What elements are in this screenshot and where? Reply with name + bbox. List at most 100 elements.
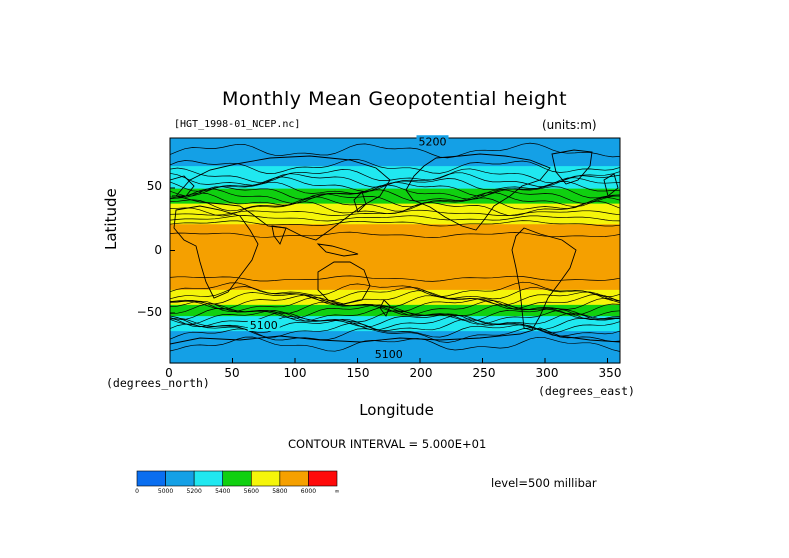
height-band-strip [170, 271, 620, 274]
height-band-strip [170, 205, 620, 208]
height-band-strip [170, 243, 620, 246]
x-tick-label: 150 [346, 366, 370, 380]
height-band-strip [170, 346, 620, 349]
contour-line [169, 209, 621, 216]
height-band-strip [170, 139, 620, 143]
colorbar-swatch [136, 470, 166, 487]
height-band-strip [170, 334, 620, 338]
height-band-strip [170, 244, 620, 248]
height-band-strip [170, 325, 620, 328]
height-band-strip [170, 299, 620, 302]
contour-line [169, 275, 621, 282]
height-band-strip [170, 319, 620, 323]
y-tick-label: 0 [154, 243, 162, 257]
height-band-strip [170, 282, 620, 285]
height-band-strip [170, 265, 620, 268]
height-band-strip [170, 218, 620, 222]
height-band-strip [170, 274, 620, 278]
colorbar-swatch [250, 470, 281, 487]
height-band-strip [170, 269, 620, 272]
height-band-strip [170, 293, 620, 297]
coastline-north-america [405, 153, 551, 231]
colorbar-swatch [222, 470, 252, 487]
height-band-strip [170, 289, 620, 293]
contour-line [169, 290, 621, 306]
height-band-strip [170, 303, 620, 306]
x-tick-label: 200 [409, 366, 433, 380]
chart-title: Monthly Mean Geopotential height [221, 88, 568, 110]
height-band-strip [170, 276, 620, 280]
height-band-strip [170, 213, 620, 216]
contour-line [169, 311, 621, 328]
contour-line [169, 184, 621, 200]
height-band-strip [170, 297, 620, 300]
y-axis-unit-label: (degrees_north) [106, 376, 210, 390]
contour-line [169, 309, 620, 325]
height-band-strip [170, 254, 620, 257]
height-band-strip [170, 291, 620, 295]
height-band-strip [170, 318, 620, 321]
height-band-strip [170, 177, 620, 180]
height-band-strip [170, 259, 620, 263]
contour-line [169, 142, 621, 159]
height-band-strip [170, 327, 620, 330]
height-band-strip [170, 160, 620, 163]
height-band-strip [170, 261, 620, 265]
height-band-strip [170, 361, 620, 364]
contour-line [169, 181, 621, 197]
height-band-strip [170, 258, 620, 261]
height-band-strip [170, 173, 620, 177]
height-band-strip [170, 169, 620, 173]
height-band-strip [170, 280, 620, 283]
contour-line [169, 281, 621, 298]
height-band-strip [170, 194, 620, 197]
height-band-strip [170, 175, 620, 178]
contour-line [169, 191, 621, 208]
contour-line [169, 167, 621, 184]
colorbar-tick-label: 5600 [244, 488, 259, 495]
contour-line [169, 231, 621, 238]
contour-line [169, 286, 621, 302]
colorbar-swatch [308, 470, 338, 487]
height-band-strip [170, 216, 620, 220]
contour-line [169, 188, 621, 204]
x-axis-label: Longitude [359, 401, 434, 419]
height-band-strip [170, 207, 620, 210]
height-band-strip [170, 162, 620, 165]
height-band-strip [170, 250, 620, 253]
height-band-strip [170, 342, 620, 345]
coastline-eurasia [175, 155, 391, 241]
contour-line [169, 196, 621, 212]
coastline-new-zealand [379, 299, 391, 317]
height-band-strip [170, 203, 620, 207]
coastline-greenland [551, 149, 593, 185]
plot-frame [169, 137, 621, 364]
colorbar-tick-label: ∞ [335, 488, 340, 495]
height-band-strip [170, 141, 620, 145]
contour-value-labels: 5200 5100 5100 [247, 135, 449, 361]
contour-label-background [416, 135, 449, 148]
height-band-strip [170, 156, 620, 160]
height-band-strip [170, 164, 620, 167]
height-band-strip [170, 252, 620, 255]
height-band-strip [170, 171, 620, 175]
coastline-africa [173, 205, 259, 299]
height-band-strip [170, 314, 620, 317]
units-label: (units:m) [542, 118, 597, 132]
height-band-strip [170, 209, 620, 212]
height-band-strip [170, 201, 620, 205]
height-band-strip [170, 186, 620, 190]
height-band-strip [170, 220, 620, 223]
height-band-strip [170, 239, 620, 242]
contour-line [169, 215, 621, 222]
contour-value-label: 5200 [419, 135, 447, 148]
coastline-australia [317, 261, 371, 305]
x-tick-label: 50 [224, 366, 240, 380]
height-band-strip [170, 229, 620, 233]
contour-label-background [372, 347, 405, 360]
contour-line [169, 158, 621, 174]
height-band-strip [170, 188, 620, 192]
coastline-antarctica [169, 327, 621, 345]
coastline-europe-edge [169, 175, 195, 197]
colorbar-tick-label: 6000 [301, 488, 316, 495]
